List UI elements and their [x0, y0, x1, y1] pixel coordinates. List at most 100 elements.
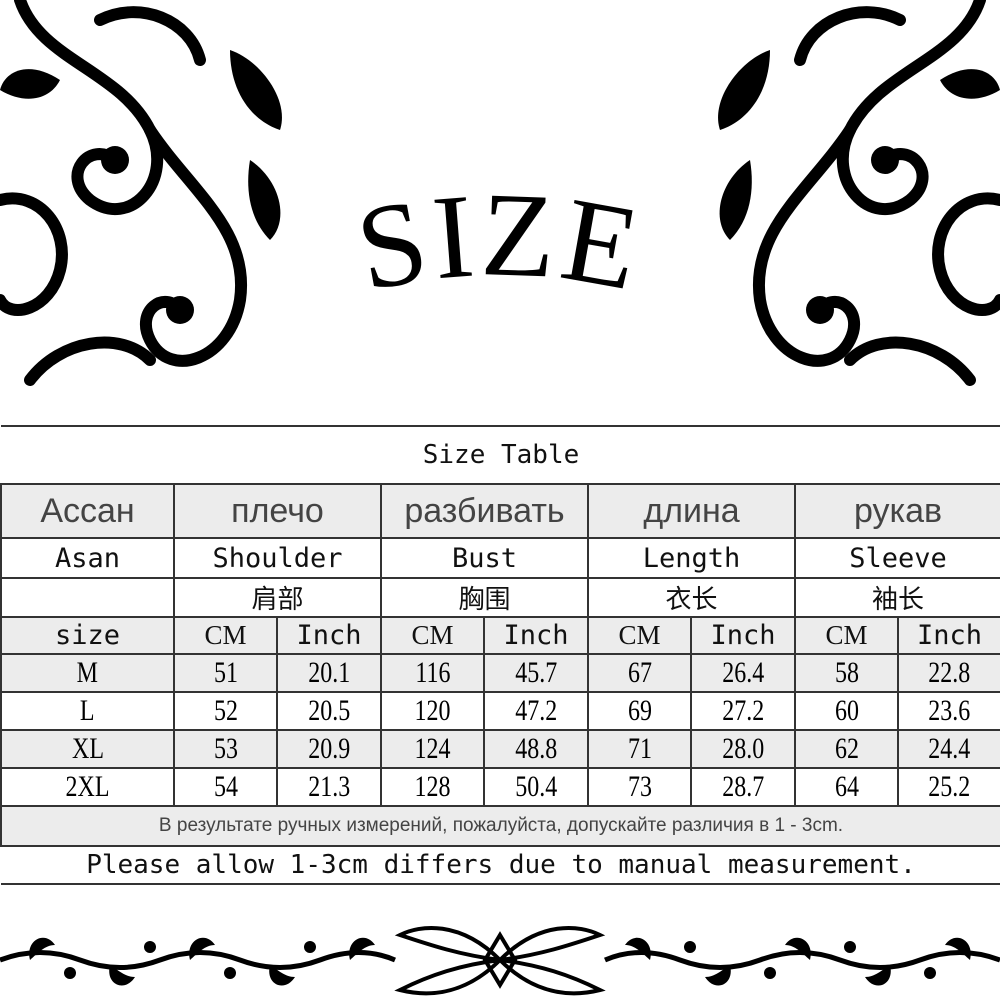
header-ru-bust: разбивать — [380, 483, 589, 539]
cell-value: 124 — [414, 732, 451, 765]
table-row: M 51 20.1 116 45.7 67 26.4 58 22.8 — [0, 653, 1000, 693]
measurement-cell: 120 — [380, 691, 485, 731]
size-label-cell: 2XL — [0, 767, 175, 807]
cell-value: 20.1 — [308, 656, 350, 689]
cell-value: 67 — [627, 656, 652, 689]
measurement-cell: 28.0 — [690, 729, 796, 769]
cell-value: XL — [71, 732, 104, 765]
measurement-cell: 50.4 — [483, 767, 589, 807]
measurement-cell: 67 — [587, 653, 692, 693]
cell-value: 52 — [213, 694, 238, 727]
unit-row: size CM Inch CM Inch CM Inch CM Inch — [0, 616, 1000, 655]
header-en-bust: Bust — [380, 537, 589, 579]
note-english: Please allow 1-3cm differs due to manual… — [1, 845, 1000, 885]
measurement-cell: 54 — [173, 767, 278, 807]
cell-value: 116 — [414, 656, 451, 689]
measurement-cell: 22.8 — [896, 653, 1000, 693]
cell-value: 20.9 — [308, 732, 350, 765]
table-row: XL 53 20.9 124 48.8 71 28.0 62 24.4 — [0, 729, 1000, 769]
header-ru-length: длина — [587, 483, 796, 539]
heading-text: SIZE — [347, 170, 648, 316]
measurement-cell: 28.7 — [690, 767, 796, 807]
header-ru-shoulder: плечо — [173, 483, 382, 539]
measurement-cell: 25.2 — [896, 767, 1000, 807]
measurement-cell: 124 — [380, 729, 485, 769]
unit-cell: Inch — [483, 616, 589, 655]
bottom-border-ornament-icon — [0, 925, 1000, 996]
unit-cell: CM — [380, 616, 485, 655]
size-label-cell: XL — [0, 729, 175, 769]
cell-value: 51 — [213, 656, 238, 689]
measurement-cell: 26.4 — [690, 653, 796, 693]
cell-value: 69 — [627, 694, 652, 727]
cell-value: 128 — [414, 770, 451, 803]
cell-value: 24.4 — [928, 732, 971, 765]
cell-value: 62 — [834, 732, 859, 765]
cell-value: M — [76, 656, 99, 689]
size-table: Size Table Ассан плечо разбивать длина р… — [0, 425, 1000, 885]
measurement-cell: 20.5 — [276, 691, 382, 731]
header-zh-size — [0, 577, 175, 618]
measurement-cell: 58 — [794, 653, 899, 693]
header-zh-sleeve: 袖长 — [793, 577, 1000, 618]
measurement-cell: 52 — [173, 691, 278, 731]
measurement-cell: 62 — [794, 729, 899, 769]
table-title: Size Table — [1, 425, 1000, 485]
cell-value: 120 — [414, 694, 451, 727]
cell-value: 27.2 — [722, 694, 764, 727]
header-en-shoulder: Shoulder — [173, 537, 382, 579]
measurement-cell: 73 — [587, 767, 692, 807]
cell-value: 25.2 — [928, 770, 971, 803]
top-right-ornament-icon — [718, 0, 1000, 386]
measurement-cell: 51 — [173, 653, 278, 693]
cell-value: 21.3 — [308, 770, 350, 803]
cell-value: 28.7 — [722, 770, 764, 803]
header-ru-size: Ассан — [0, 483, 175, 539]
measurement-cell: 53 — [173, 729, 278, 769]
cell-value: 71 — [627, 732, 652, 765]
cell-value: 28.0 — [722, 732, 764, 765]
measurement-cell: 64 — [794, 767, 899, 807]
measurement-cell: 128 — [380, 767, 485, 807]
measurement-cell: 48.8 — [483, 729, 589, 769]
size-heading: SIZE — [347, 170, 652, 316]
cell-value: 64 — [834, 770, 859, 803]
measurement-cell: 23.6 — [896, 691, 1000, 731]
table-row: L 52 20.5 120 47.2 69 27.2 60 23.6 — [0, 691, 1000, 731]
cell-value: 22.8 — [928, 656, 971, 689]
measurement-cell: 21.3 — [276, 767, 382, 807]
unit-cell: size — [0, 616, 175, 655]
cell-value: 53 — [213, 732, 238, 765]
measurement-cell: 71 — [587, 729, 692, 769]
measurement-cell: 47.2 — [483, 691, 589, 731]
header-ru-sleeve: рукав — [793, 483, 1000, 539]
measurement-cell: 69 — [587, 691, 692, 731]
cell-value: 26.4 — [722, 656, 764, 689]
measurement-cell: 60 — [794, 691, 899, 731]
header-zh-shoulder: 肩部 — [173, 577, 382, 618]
measurement-cell: 116 — [380, 653, 485, 693]
cell-value: 58 — [834, 656, 859, 689]
header-en-size: Asan — [0, 537, 175, 579]
cell-value: 60 — [834, 694, 859, 727]
unit-cell: Inch — [276, 616, 382, 655]
measurement-cell: 24.4 — [896, 729, 1000, 769]
cell-value: 54 — [213, 770, 238, 803]
svg-text:SIZE: SIZE — [347, 170, 652, 316]
cell-value: 20.5 — [308, 694, 350, 727]
table-row: 2XL 54 21.3 128 50.4 73 28.7 64 25.2 — [0, 767, 1000, 807]
cell-value: 23.6 — [928, 694, 971, 727]
measurement-cell: 27.2 — [690, 691, 796, 731]
cell-value: 48.8 — [515, 732, 557, 765]
note-russian: В результате ручных измерений, пожалуйст… — [0, 805, 1000, 847]
cell-value: 73 — [627, 770, 652, 803]
header-en-length: Length — [587, 537, 796, 579]
header-zh-bust: 胸围 — [380, 577, 589, 618]
cell-value: 2XL — [65, 770, 110, 803]
unit-cell: Inch — [896, 616, 1000, 655]
measurement-cell: 20.1 — [276, 653, 382, 693]
cell-value: L — [80, 694, 95, 727]
header-zh-length: 衣长 — [587, 577, 796, 618]
cell-value: 45.7 — [515, 656, 557, 689]
